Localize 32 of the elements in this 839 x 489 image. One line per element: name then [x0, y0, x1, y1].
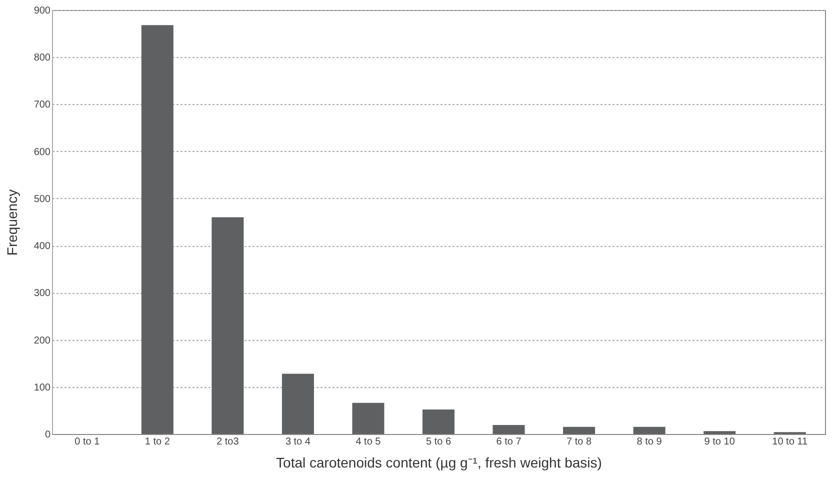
x-tick-label: 9 to 10	[704, 436, 736, 448]
y-tick-label: 500	[34, 194, 51, 205]
x-axis-title: Total carotenoids content (µg g⁻¹, fresh weight basis)	[276, 454, 602, 470]
y-axis-title: Frequency	[4, 189, 20, 256]
x-tick-label: 1 to 2	[144, 436, 170, 448]
y-tick-label: 200	[34, 335, 51, 346]
y-tick-label: 700	[34, 100, 51, 111]
bar	[492, 425, 525, 434]
x-tick-label: 10 to 11	[772, 436, 808, 448]
x-tick-label: 2 to3	[216, 436, 240, 448]
x-tick-label: 3 to 4	[285, 436, 311, 448]
x-tick-label: 5 to 6	[426, 436, 452, 448]
y-tick-label: 600	[34, 146, 51, 158]
bar	[563, 426, 596, 434]
bar	[633, 426, 666, 434]
bar	[704, 431, 736, 434]
y-tick-label: 300	[34, 288, 51, 300]
bar	[282, 374, 314, 434]
bar	[352, 402, 384, 434]
bar	[141, 25, 174, 434]
y-tick-label: 800	[34, 52, 51, 64]
y-tick-label: 900	[34, 6, 51, 16]
y-tick-label: 400	[34, 241, 51, 252]
bar	[212, 217, 244, 434]
x-tick-label: 7 to 8	[566, 436, 592, 448]
y-tick-label: 100	[34, 382, 51, 394]
bar	[422, 410, 454, 434]
x-tick-label: 6 to 7	[496, 436, 522, 448]
x-tick-label: 8 to 9	[636, 436, 662, 448]
x-tick-label: 4 to 5	[356, 436, 382, 448]
y-tick-label: 0	[44, 430, 51, 440]
x-tick-label: 0 to 1	[74, 436, 100, 448]
